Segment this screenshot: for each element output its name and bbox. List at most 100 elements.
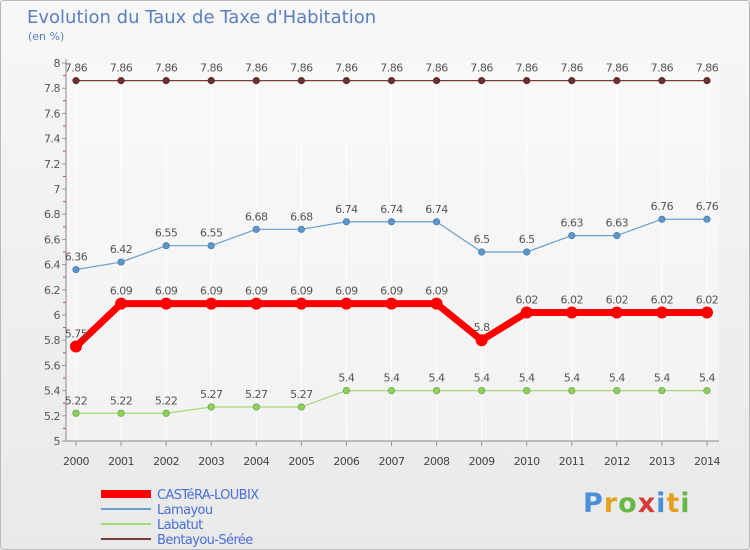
data-label-lamayou: 6.63 xyxy=(606,217,629,230)
data-label-bentayou-s-r-e: 7.86 xyxy=(561,62,584,75)
data-point-labatut xyxy=(478,386,486,395)
x-tick-label: 2010 xyxy=(514,455,540,468)
data-label-labatut: 5.4 xyxy=(474,372,490,385)
data-label-lamayou: 6.42 xyxy=(110,243,133,256)
data-label-cast-ra-loubix: 6.09 xyxy=(245,285,268,298)
x-tick-label: 2006 xyxy=(333,455,359,468)
data-point-cast-ra-loubix xyxy=(520,306,533,319)
data-label-bentayou-s-r-e: 7.86 xyxy=(110,62,133,75)
x-tick-label: 2001 xyxy=(108,455,134,468)
data-label-lamayou: 6.36 xyxy=(65,251,88,264)
data-point-cast-ra-loubix xyxy=(385,297,398,310)
data-label-lamayou: 6.63 xyxy=(561,217,584,230)
data-point-labatut xyxy=(613,386,621,395)
y-tick-label: 5.2 xyxy=(44,410,60,423)
data-label-lamayou: 6.5 xyxy=(474,233,490,246)
x-tick-label: 2007 xyxy=(378,455,404,468)
legend-label-labatut: Labatut xyxy=(157,518,203,533)
y-tick-label: 5.4 xyxy=(44,385,60,398)
y-tick-label: 6.8 xyxy=(44,208,60,221)
data-point-lamayou xyxy=(162,242,170,250)
y-tick-label: 6 xyxy=(54,309,61,322)
data-point-cast-ra-loubix xyxy=(430,297,443,310)
data-label-bentayou-s-r-e: 7.86 xyxy=(425,62,448,75)
data-point-labatut xyxy=(703,386,711,395)
data-point-bentayou-s-r-e xyxy=(432,77,441,85)
data-label-lamayou: 6.76 xyxy=(696,200,719,213)
data-label-bentayou-s-r-e: 7.86 xyxy=(155,62,178,75)
data-label-bentayou-s-r-e: 7.86 xyxy=(245,62,268,75)
data-label-labatut: 5.27 xyxy=(200,388,223,401)
chart-title: Evolution du Taux de Taxe d'Habitation xyxy=(27,7,377,28)
data-point-labatut xyxy=(117,409,125,417)
data-point-lamayou xyxy=(117,258,125,266)
data-label-cast-ra-loubix: 5.75 xyxy=(65,328,88,341)
data-point-lamayou xyxy=(658,215,666,223)
data-point-labatut xyxy=(432,386,441,395)
data-point-cast-ra-loubix xyxy=(655,306,668,319)
data-label-bentayou-s-r-e: 7.86 xyxy=(651,62,674,75)
data-point-bentayou-s-r-e xyxy=(523,77,531,85)
data-label-bentayou-s-r-e: 7.86 xyxy=(335,62,358,75)
x-tick-label: 2002 xyxy=(153,455,179,468)
data-point-cast-ra-loubix xyxy=(70,340,82,353)
data-label-labatut: 5.22 xyxy=(65,394,88,407)
data-point-lamayou xyxy=(613,232,621,240)
data-point-cast-ra-loubix xyxy=(340,297,353,310)
data-point-cast-ra-loubix xyxy=(610,306,623,319)
y-tick-label: 7.4 xyxy=(44,133,60,146)
data-point-lamayou xyxy=(568,232,576,240)
data-point-labatut xyxy=(387,386,396,395)
legend-label-cast-ra-loubix: CASTéRA-LOUBIX xyxy=(157,488,259,503)
data-point-labatut xyxy=(568,386,576,395)
data-label-cast-ra-loubix: 6.09 xyxy=(200,285,223,298)
data-label-lamayou: 6.74 xyxy=(380,203,403,216)
logo-letter: i xyxy=(680,488,691,519)
data-point-lamayou xyxy=(297,225,305,233)
data-point-labatut xyxy=(72,409,80,417)
legend-label-bentayou-s-r-e: Bentayou-Sérée xyxy=(157,533,253,548)
data-point-lamayou xyxy=(478,248,486,256)
data-label-labatut: 5.4 xyxy=(699,372,715,385)
logo-letter: x xyxy=(637,488,657,519)
logo-letter: r xyxy=(603,488,619,519)
data-label-lamayou: 6.5 xyxy=(519,233,535,246)
data-label-cast-ra-loubix: 6.09 xyxy=(380,285,403,298)
logo-letter: P xyxy=(583,488,604,519)
data-label-labatut: 5.4 xyxy=(564,372,580,385)
data-point-bentayou-s-r-e xyxy=(297,77,305,85)
data-label-bentayou-s-r-e: 7.86 xyxy=(380,62,403,75)
legend-label-lamayou: Lamayou xyxy=(157,503,213,518)
x-tick-label: 2005 xyxy=(288,455,314,468)
data-point-labatut xyxy=(342,386,351,395)
data-label-labatut: 5.4 xyxy=(338,372,354,385)
x-tick-label: 2011 xyxy=(559,455,585,468)
data-point-bentayou-s-r-e xyxy=(568,77,576,85)
data-label-cast-ra-loubix: 6.09 xyxy=(290,285,313,298)
data-point-labatut xyxy=(207,403,215,411)
data-label-lamayou: 6.74 xyxy=(335,203,358,216)
data-point-labatut xyxy=(252,403,260,411)
data-point-labatut xyxy=(162,409,170,417)
data-label-lamayou: 6.76 xyxy=(651,200,674,213)
data-label-labatut: 5.4 xyxy=(383,372,399,385)
data-point-bentayou-s-r-e xyxy=(387,77,396,85)
data-label-cast-ra-loubix: 6.02 xyxy=(515,293,538,306)
logo-letter: i xyxy=(656,488,667,519)
data-point-cast-ra-loubix xyxy=(700,306,713,319)
x-tick-label: 2012 xyxy=(604,455,630,468)
y-tick-label: 5.6 xyxy=(44,359,60,372)
x-tick-label: 2013 xyxy=(649,455,675,468)
y-tick-label: 7 xyxy=(54,183,61,196)
logo-letter: o xyxy=(618,488,638,519)
data-label-cast-ra-loubix: 6.02 xyxy=(561,293,584,306)
data-label-lamayou: 6.55 xyxy=(155,227,178,240)
data-point-lamayou xyxy=(252,225,260,233)
y-tick-label: 7.6 xyxy=(44,107,60,120)
data-point-bentayou-s-r-e xyxy=(252,77,260,85)
data-label-cast-ra-loubix: 6.02 xyxy=(651,293,674,306)
data-point-bentayou-s-r-e xyxy=(72,77,80,85)
data-label-lamayou: 6.74 xyxy=(425,203,448,216)
data-label-bentayou-s-r-e: 7.86 xyxy=(696,62,719,75)
